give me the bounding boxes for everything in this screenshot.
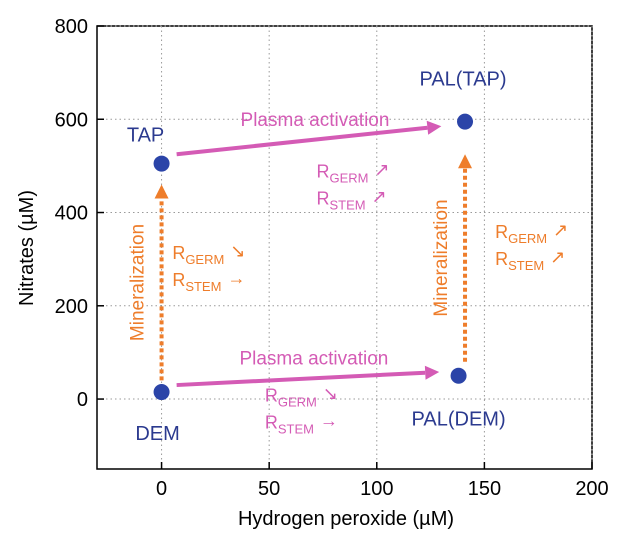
y-tick-label: 800 bbox=[55, 16, 88, 38]
x-axis-label: Hydrogen peroxide (µM) bbox=[238, 508, 454, 530]
annotation-line: RGERM ↗ bbox=[317, 160, 390, 186]
arrow-label: Plasma activation bbox=[239, 349, 388, 370]
arrow-label: Plasma activation bbox=[241, 110, 390, 131]
annotation-line: RGERM ↗ bbox=[495, 220, 568, 246]
annotation-line: RGERM ↘ bbox=[172, 241, 245, 267]
annotation-layer: RGERM ↗RSTEM ↗RGERM ↘RSTEM →RGERM ↗RSTEM ↗RGER… bbox=[172, 160, 568, 437]
x-tick-label: 150 bbox=[468, 478, 501, 500]
arrow-head bbox=[424, 365, 440, 380]
arrow-shaft bbox=[176, 125, 428, 157]
arrow-shaft bbox=[176, 370, 426, 388]
annotation-line: RSTEM → bbox=[265, 410, 338, 436]
x-tick-label: 0 bbox=[156, 478, 167, 500]
annotation-line: RGERM ↘ bbox=[265, 383, 338, 409]
data-point bbox=[457, 113, 474, 130]
data-point bbox=[153, 384, 170, 401]
annotation-line: RSTEM → bbox=[172, 268, 245, 294]
plot-area bbox=[96, 25, 593, 470]
data-point bbox=[153, 155, 170, 172]
arrow-label: Mineralization bbox=[431, 199, 452, 316]
annotation-line: RSTEM ↗ bbox=[495, 247, 565, 273]
x-tick-label: 200 bbox=[575, 478, 608, 500]
y-tick-label: 600 bbox=[55, 109, 88, 131]
y-tick-label: 200 bbox=[55, 296, 88, 318]
y-axis-label: Nitrates (µM) bbox=[16, 190, 38, 306]
annotation-line: RSTEM ↗ bbox=[317, 187, 387, 213]
y-tick-label: 400 bbox=[55, 203, 88, 225]
y-tick-label: 0 bbox=[77, 389, 88, 411]
point-label: PAL(TAP) bbox=[419, 69, 506, 91]
x-tick-label: 100 bbox=[360, 478, 393, 500]
arrow-head bbox=[426, 120, 442, 135]
arrow-label: Mineralization bbox=[128, 224, 149, 341]
x-tick-label: 50 bbox=[258, 478, 280, 500]
point-label: PAL(DEM) bbox=[412, 409, 506, 431]
arrow-head bbox=[458, 154, 473, 169]
tick-layer: 0 50 100 150 200 0 200 400 600 800 bbox=[55, 16, 609, 500]
data-point bbox=[450, 367, 467, 384]
arrow-layer: Plasma activation Plasma activation Minera… bbox=[128, 110, 473, 388]
point-label: TAP bbox=[127, 125, 164, 147]
arrow-head bbox=[154, 184, 169, 199]
grid-layer bbox=[97, 25, 593, 469]
point-layer: DEM TAP PAL(DEM) PAL(TAP) bbox=[127, 69, 507, 445]
point-label: DEM bbox=[135, 423, 179, 445]
